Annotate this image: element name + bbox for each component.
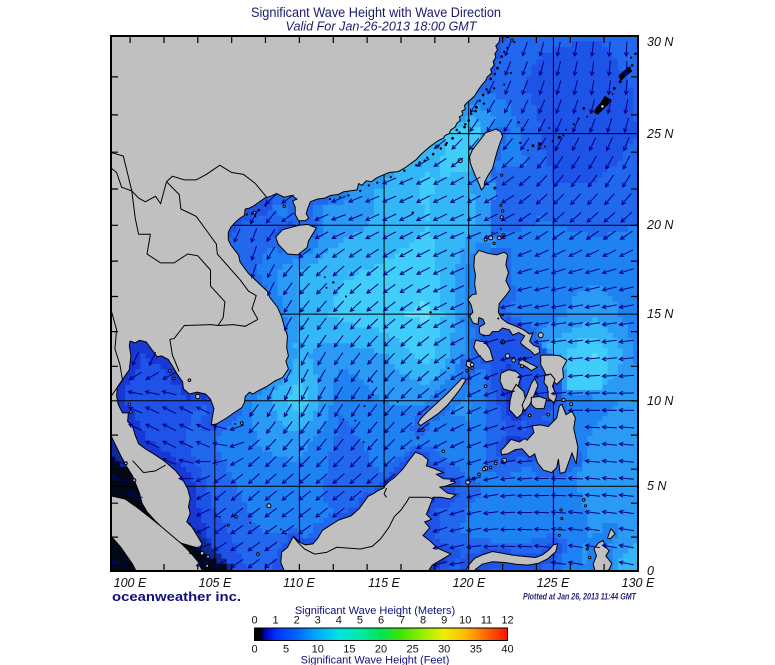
svg-text:6: 6 bbox=[378, 615, 384, 627]
svg-text:0: 0 bbox=[251, 615, 257, 627]
svg-text:5: 5 bbox=[283, 644, 289, 656]
svg-text:3: 3 bbox=[315, 615, 321, 627]
svg-text:30: 30 bbox=[438, 644, 450, 656]
svg-text:0: 0 bbox=[251, 644, 257, 656]
svg-text:20: 20 bbox=[375, 644, 387, 656]
svg-text:11: 11 bbox=[481, 615, 492, 627]
svg-text:10 N: 10 N bbox=[647, 394, 674, 408]
svg-text:105 E: 105 E bbox=[199, 576, 232, 590]
svg-text:115 E: 115 E bbox=[368, 576, 400, 590]
svg-text:25 N: 25 N bbox=[646, 127, 674, 141]
svg-text:10: 10 bbox=[312, 644, 324, 656]
svg-text:4: 4 bbox=[336, 615, 342, 627]
svg-text:0: 0 bbox=[647, 564, 654, 578]
svg-text:35: 35 bbox=[470, 644, 482, 656]
svg-text:15: 15 bbox=[343, 644, 355, 656]
svg-text:10: 10 bbox=[459, 615, 471, 627]
svg-text:120 E: 120 E bbox=[453, 576, 486, 590]
svg-text:8: 8 bbox=[420, 615, 426, 627]
svg-text:5: 5 bbox=[357, 615, 363, 627]
svg-text:oceanweather inc.: oceanweather inc. bbox=[112, 590, 241, 604]
svg-text:Significant Wave Height (Meter: Significant Wave Height (Meters) bbox=[295, 605, 455, 617]
svg-text:25: 25 bbox=[406, 644, 418, 656]
svg-text:5 N: 5 N bbox=[647, 479, 667, 493]
svg-text:Plotted at Jan 26, 2013 11:44: Plotted at Jan 26, 2013 11:44 GMT bbox=[523, 592, 637, 602]
svg-text:125 E: 125 E bbox=[537, 576, 570, 590]
svg-text:12: 12 bbox=[501, 615, 513, 627]
svg-text:9: 9 bbox=[441, 615, 447, 627]
svg-text:20 N: 20 N bbox=[646, 218, 674, 232]
svg-text:Significant Wave Height with W: Significant Wave Height with Wave Direct… bbox=[251, 5, 501, 20]
svg-text:40: 40 bbox=[501, 644, 513, 656]
svg-text:Significant Wave Height (Feet): Significant Wave Height (Feet) bbox=[301, 655, 450, 665]
svg-text:30 N: 30 N bbox=[647, 35, 674, 49]
svg-text:7: 7 bbox=[399, 615, 405, 627]
svg-text:100 E: 100 E bbox=[114, 576, 147, 590]
svg-text:2: 2 bbox=[294, 615, 300, 627]
svg-text:1: 1 bbox=[273, 615, 279, 627]
svg-text:110 E: 110 E bbox=[283, 576, 315, 590]
svg-text:Valid For Jan-26-2013 18:00 GM: Valid For Jan-26-2013 18:00 GMT bbox=[286, 20, 478, 34]
svg-text:130 E: 130 E bbox=[622, 576, 655, 590]
svg-text:15 N: 15 N bbox=[647, 307, 674, 321]
